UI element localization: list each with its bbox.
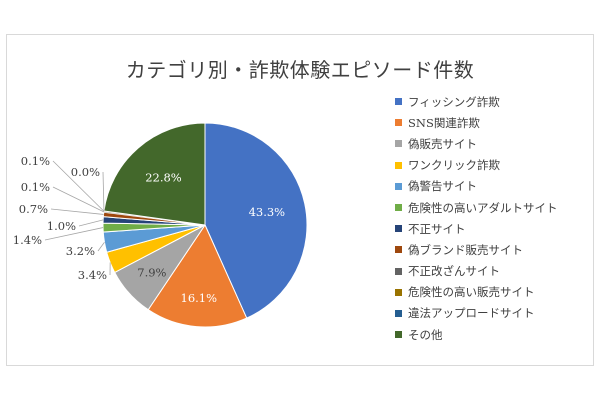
legend-item: 危険性の高いアダルトサイト <box>395 197 558 218</box>
leader-line <box>52 186 105 213</box>
legend-label: 偽警告サイト <box>408 179 477 194</box>
legend-label: 不正サイト <box>408 221 466 236</box>
slice-label: 7.9% <box>137 266 166 280</box>
legend-item: 偽販売サイト <box>395 133 558 154</box>
legend-label: 危険性の高い販売サイト <box>408 285 535 300</box>
legend-item: 不正改ざんサイト <box>395 261 558 282</box>
legend-swatch <box>395 140 402 148</box>
legend-label: その他 <box>408 327 443 342</box>
pie-slices <box>102 122 308 328</box>
legend-swatch <box>395 225 402 233</box>
legend-item: その他 <box>395 324 558 345</box>
legend-item: SNS関連詐欺 <box>395 112 558 133</box>
leader-line <box>50 208 104 215</box>
legend-label: ワンクリック詐欺 <box>408 158 500 173</box>
slice-label: 1.4% <box>13 233 42 247</box>
chart-title: カテゴリ別・詐欺体験エピソード件数 <box>125 58 475 82</box>
legend-item: 不正サイト <box>395 218 558 239</box>
leader-line <box>44 227 104 241</box>
slice-label: 0.1% <box>21 154 50 168</box>
legend-swatch <box>395 309 402 317</box>
legend-label: 偽販売サイト <box>408 136 477 151</box>
slice-label: 3.4% <box>78 268 107 282</box>
slice-label: 0.7% <box>19 202 48 216</box>
pie-slice <box>103 122 206 226</box>
legend-label: SNS関連詐欺 <box>408 115 480 130</box>
legend-swatch <box>395 182 402 190</box>
legend-label: 違法アップロードサイト <box>408 306 535 321</box>
legend-item: 偽ブランド販売サイト <box>395 239 558 260</box>
slice-label: 43.3% <box>249 205 286 219</box>
slice-label: 22.8% <box>145 170 182 184</box>
leader-line <box>102 171 105 211</box>
legend-swatch <box>395 98 402 106</box>
legend-item: 偽警告サイト <box>395 176 558 197</box>
slice-label: 16.1% <box>181 291 218 305</box>
legend-swatch <box>395 204 402 212</box>
slice-label: 3.2% <box>66 244 95 258</box>
chart-legend: フィッシング詐欺 SNS関連詐欺 偽販売サイトワンクリック詐欺 偽警告サイト危険性の高… <box>395 91 558 345</box>
pie-slice <box>204 122 308 319</box>
slice-label: 0.1% <box>21 180 50 194</box>
leader-lines <box>44 160 111 276</box>
legend-swatch <box>395 288 402 296</box>
legend-item: フィッシング詐欺 <box>395 91 558 112</box>
legend-item: 違法アップロードサイト <box>395 303 558 324</box>
legend-label: 不正改ざんサイト <box>408 264 500 279</box>
slice-label: 0.0% <box>71 165 100 179</box>
slice-label: 1.0% <box>47 219 76 233</box>
data-labels: 43.3% 16.1% 7.9% 3.4% 3.2% 1.4% 1.0% 0.7% 0.1% 0.… <box>13 154 285 305</box>
legend-swatch <box>395 119 402 127</box>
leader-line <box>97 241 105 252</box>
legend-swatch <box>395 267 402 275</box>
leader-line <box>52 160 105 212</box>
legend-swatch <box>395 246 402 254</box>
legend-label: 危険性の高いアダルトサイト <box>408 200 558 215</box>
legend-label: フィッシング詐欺 <box>408 94 500 109</box>
legend-item: 危険性の高い販売サイト <box>395 282 558 303</box>
legend-swatch <box>395 161 402 169</box>
legend-item: ワンクリック詐欺 <box>395 155 558 176</box>
legend-label: 偽ブランド販売サイト <box>408 242 523 257</box>
leader-line <box>78 219 104 227</box>
legend-swatch <box>395 331 402 339</box>
pie-slice <box>147 223 248 328</box>
